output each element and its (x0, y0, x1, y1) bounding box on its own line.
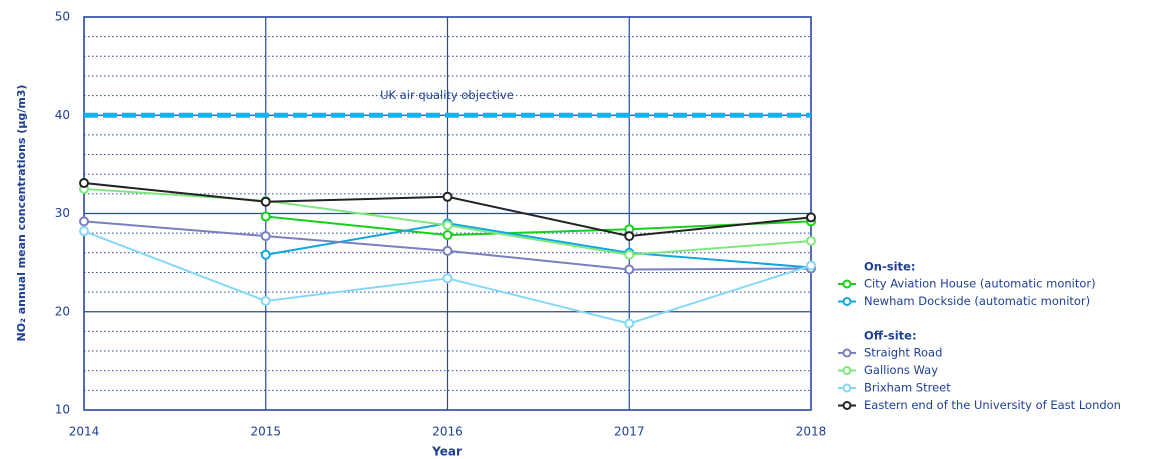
point-marker (442, 191, 453, 202)
y-tick-label: 40 (55, 108, 70, 122)
point-marker (260, 211, 271, 222)
x-tick-label: 2016 (432, 425, 463, 439)
y-tick-label: 50 (55, 10, 70, 24)
legend-group-title: On-site: (864, 260, 915, 274)
point-marker (624, 318, 635, 329)
point-marker (624, 249, 635, 260)
point-marker (260, 249, 271, 260)
legend-marker (842, 383, 852, 393)
point-marker (260, 196, 271, 207)
point-marker (442, 230, 453, 241)
point-marker (806, 236, 816, 247)
point-marker (442, 220, 453, 231)
point-marker (624, 231, 635, 242)
objective-label: UK air quality objective (380, 88, 514, 102)
legend-marker (842, 401, 852, 410)
x-axis-label: Year (431, 445, 462, 459)
y-tick-label: 10 (55, 403, 70, 417)
point-marker (624, 264, 635, 275)
point-marker (79, 226, 89, 237)
legend-label: Gallions Way (864, 363, 938, 377)
x-tick-label: 2014 (69, 425, 100, 439)
point-marker (260, 295, 271, 306)
point-marker (806, 212, 816, 223)
point-marker (79, 178, 89, 189)
legend-label: Newham Dockside (automatic monitor) (864, 294, 1090, 308)
y-tick-label: 20 (55, 304, 70, 318)
point-marker (806, 260, 816, 271)
legend-label: Straight Road (864, 346, 942, 360)
series-line (265, 215, 812, 237)
legend-marker (842, 279, 852, 289)
x-tick-label: 2018 (796, 425, 827, 439)
legend-label: Brixham Street (864, 381, 951, 395)
y-axis-label: NO₂ annual mean concentrations (µg/m3) (15, 85, 28, 342)
legend-marker (842, 366, 852, 375)
y-tick-label: 30 (55, 206, 70, 220)
legend-group-title: Off-site: (864, 329, 917, 343)
legend-marker (842, 297, 852, 306)
point-marker (79, 216, 89, 227)
legend-label: Eastern end of the University of East Lo… (864, 398, 1121, 412)
point-marker (260, 231, 271, 242)
x-tick-label: 2015 (250, 425, 281, 439)
point-marker (442, 245, 453, 256)
legend-marker (842, 348, 852, 358)
series-line (265, 222, 812, 269)
point-marker (442, 273, 453, 284)
x-tick-label: 2017 (614, 425, 645, 439)
legend-label: City Aviation House (automatic monitor) (864, 277, 1096, 291)
